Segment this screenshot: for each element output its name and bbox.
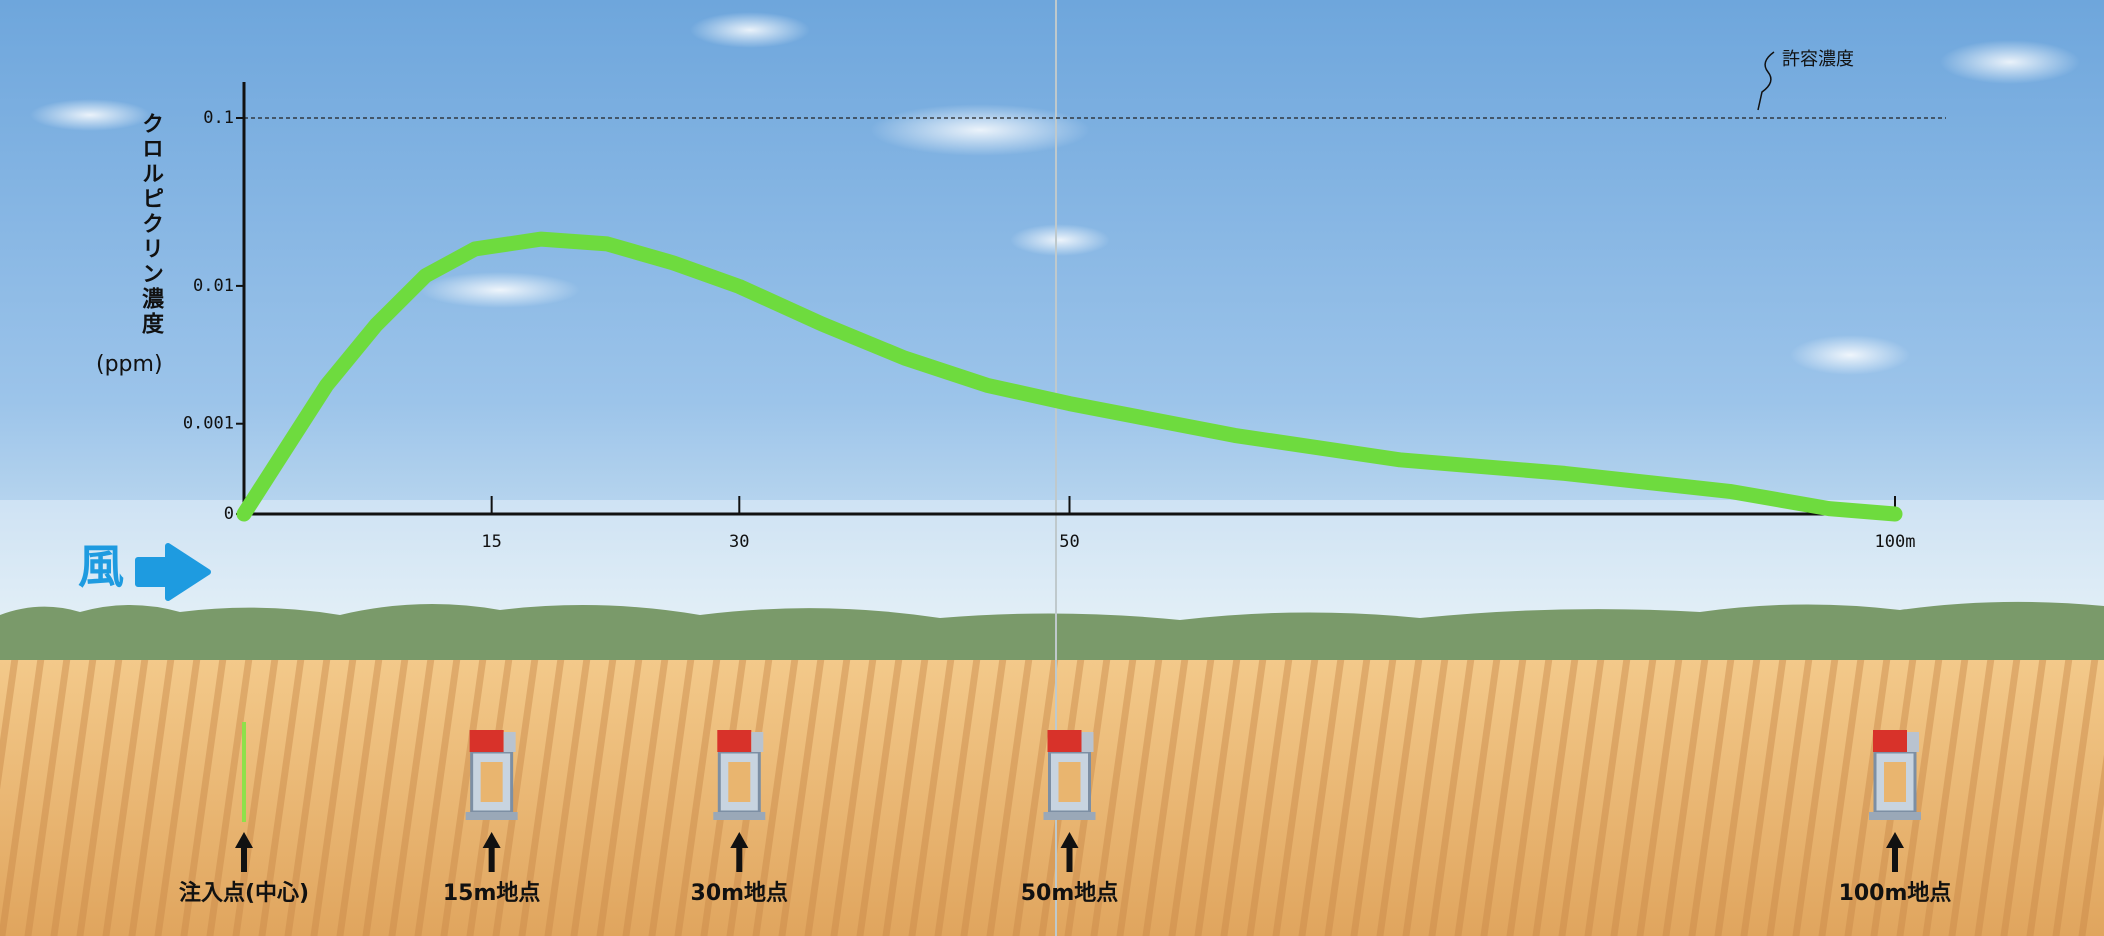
sampler-window — [1058, 762, 1081, 802]
sampler-pump — [503, 732, 516, 752]
y-axis-label: クロルピクリン濃度 — [138, 112, 163, 337]
station-label: 30m地点 — [691, 880, 789, 906]
station-arrow — [1060, 832, 1079, 872]
annotation-pointer — [1757, 51, 1775, 111]
station-arrow — [730, 832, 749, 872]
cloud — [1790, 335, 1910, 375]
sampler-base — [465, 812, 518, 820]
station-label: 50m地点 — [1021, 880, 1119, 906]
x-tick-label: 30 — [729, 532, 749, 552]
station: 50m地点 — [1021, 730, 1119, 906]
sampler-box — [1047, 730, 1082, 752]
x-tick-label: 100m — [1875, 532, 1916, 552]
station-label: 100m地点 — [1839, 880, 1952, 906]
sampler-base — [1869, 812, 1921, 820]
sampler-base — [1043, 812, 1096, 820]
wind-arrow — [135, 543, 211, 601]
concentration-curve — [236, 231, 1903, 522]
x-tick-label: 15 — [481, 532, 501, 552]
y-tick-label: 0 — [224, 504, 234, 524]
station: 100m地点 — [1839, 730, 1952, 906]
y-axis-unit: (ppm) — [96, 352, 163, 377]
cloud — [30, 99, 150, 131]
sampler-window — [728, 762, 751, 802]
sampler-pump — [1907, 732, 1919, 752]
station-label: 注入点(中心) — [179, 880, 309, 906]
haze — [0, 500, 2104, 620]
wind-label: 風 — [78, 540, 124, 594]
sampler-window — [1884, 762, 1906, 802]
station: 注入点(中心) — [179, 722, 309, 906]
sampler-base — [713, 812, 766, 820]
station-label: 15m地点 — [443, 880, 541, 906]
cloud — [690, 12, 810, 48]
station-arrow — [1886, 832, 1904, 872]
x-tick-label: 50 — [1059, 532, 1079, 552]
cloud — [1010, 224, 1110, 256]
tree-line — [0, 601, 2104, 665]
sampler-box — [469, 730, 504, 752]
station-arrow — [482, 832, 501, 872]
cloud — [870, 104, 1090, 156]
y-tick-label: 0.001 — [183, 414, 234, 434]
y-tick-label: 0.1 — [203, 108, 234, 128]
threshold-label: 許容濃度 — [1782, 49, 1854, 70]
station: 30m地点 — [691, 730, 789, 906]
sampler-box — [717, 730, 752, 752]
station-arrow — [235, 832, 253, 872]
y-tick-label: 0.01 — [193, 276, 234, 296]
sampler-window — [480, 762, 503, 802]
cloud — [420, 272, 580, 308]
sampler-pump — [751, 732, 764, 752]
sampler-box — [1873, 730, 1907, 752]
station: 15m地点 — [443, 730, 541, 906]
cloud — [1940, 40, 2080, 84]
sampler-pump — [1081, 732, 1094, 752]
